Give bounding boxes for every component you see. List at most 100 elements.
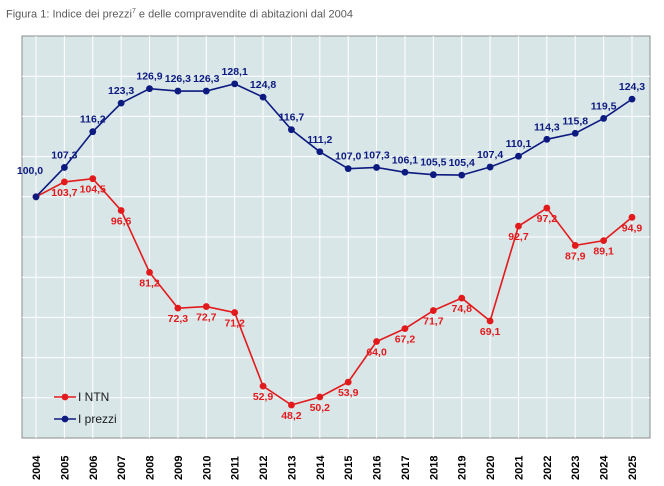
- data-point-i-prezzi: [429, 171, 437, 179]
- data-label-i-prezzi: 116,2: [80, 114, 106, 126]
- data-point-i-prezzi: [458, 171, 466, 179]
- x-tick-label: 2022: [542, 456, 554, 480]
- data-point-i-prezzi: [231, 80, 239, 88]
- data-label-i-ntn: 48,2: [281, 410, 302, 422]
- x-tick-label: 2008: [145, 456, 157, 480]
- data-point-i-ntn: [543, 204, 551, 212]
- x-tick-label: 2019: [457, 456, 469, 480]
- data-label-i-ntn: 52,9: [253, 391, 274, 403]
- x-tick-label: 2004: [31, 455, 43, 480]
- data-label-i-ntn: 69,1: [480, 326, 501, 338]
- data-label-i-ntn: 64,0: [366, 347, 387, 359]
- data-label-i-prezzi: 110,1: [506, 138, 532, 150]
- data-point-i-ntn: [60, 178, 68, 186]
- data-point-i-ntn: [117, 207, 125, 214]
- data-point-i-ntn: [486, 317, 494, 325]
- data-point-i-ntn: [259, 382, 267, 390]
- x-tick-label: 2023: [570, 456, 582, 480]
- data-label-i-ntn: 81,2: [139, 277, 160, 289]
- x-tick-label: 2021: [513, 456, 525, 480]
- data-label-i-ntn: 87,9: [565, 250, 586, 262]
- x-tick-label: 2017: [400, 456, 412, 480]
- caption-text: Figura 1: Indice dei prezzi: [6, 8, 132, 21]
- data-point-i-ntn: [89, 175, 97, 183]
- data-label-i-ntn: 89,1: [593, 246, 614, 258]
- data-point-i-prezzi: [202, 87, 210, 95]
- x-tick-label: 2016: [372, 456, 384, 480]
- figure-caption: Figura 1: Indice dei prezzi7 e delle com…: [6, 8, 353, 21]
- x-tick-label: 2020: [485, 456, 497, 480]
- data-point-i-ntn: [458, 294, 466, 302]
- data-label-i-ntn: 50,2: [310, 402, 331, 414]
- data-label-i-ntn: 94,9: [622, 222, 643, 234]
- data-label-i-prezzi: 115,8: [562, 115, 588, 127]
- x-tick-label: 2025: [627, 456, 639, 480]
- data-label-i-prezzi: 124,8: [250, 79, 276, 91]
- x-tick-label: 2015: [343, 456, 355, 480]
- data-label-i-ntn: 96,6: [111, 215, 132, 227]
- data-point-i-ntn: [515, 222, 522, 230]
- x-tick-label: 2018: [428, 456, 440, 480]
- x-tick-label: 2005: [59, 456, 71, 480]
- data-label-i-prezzi: 114,3: [534, 121, 560, 133]
- data-label-i-prezzi: 105,5: [420, 157, 446, 169]
- data-point-i-prezzi: [259, 93, 267, 101]
- x-tick-label: 2010: [201, 456, 213, 480]
- x-tick-label: 2006: [88, 456, 100, 480]
- data-label-i-ntn: 104,5: [80, 184, 106, 196]
- data-label-i-ntn: 103,7: [51, 187, 77, 199]
- data-point-i-prezzi: [32, 193, 40, 201]
- data-point-i-prezzi: [600, 115, 608, 122]
- x-tick-label: 2007: [116, 456, 128, 480]
- data-label-i-ntn: 53,9: [338, 387, 359, 399]
- caption-text-end: e delle compravendite di abitazioni dal …: [135, 8, 353, 21]
- data-point-i-prezzi: [515, 152, 522, 160]
- data-label-i-prezzi: 105,4: [449, 157, 475, 169]
- data-point-i-ntn: [231, 309, 239, 316]
- data-label-i-ntn: 71,7: [423, 316, 444, 328]
- x-tick-label: 2014: [315, 455, 327, 480]
- data-point-i-ntn: [174, 304, 182, 312]
- data-point-i-prezzi: [571, 129, 579, 137]
- data-point-i-prezzi: [89, 128, 97, 136]
- data-label-i-ntn: 71,2: [224, 318, 245, 330]
- data-label-i-prezzi: 111,2: [307, 134, 332, 146]
- data-label-i-prezzi: 126,3: [193, 73, 219, 85]
- data-point-i-prezzi: [344, 165, 352, 173]
- legend: I NTN I prezzi: [54, 390, 117, 426]
- data-point-i-ntn: [600, 237, 608, 245]
- data-point-i-prezzi: [146, 85, 153, 93]
- x-tick-label: 2009: [173, 456, 185, 480]
- data-point-i-ntn: [288, 401, 295, 409]
- data-label-i-prezzi: 126,9: [136, 71, 162, 83]
- data-point-i-prezzi: [174, 87, 182, 95]
- legend-label-i-ntn: I NTN: [78, 390, 109, 404]
- data-point-i-prezzi: [543, 135, 551, 143]
- data-label-i-ntn: 92,7: [508, 231, 529, 243]
- data-point-i-ntn: [202, 303, 210, 310]
- data-point-i-ntn: [401, 325, 409, 333]
- data-point-i-prezzi: [486, 163, 494, 171]
- data-label-i-prezzi: 100,0: [17, 165, 43, 177]
- data-point-i-prezzi: [288, 126, 295, 134]
- data-label-i-prezzi: 119,5: [591, 100, 617, 112]
- data-label-i-ntn: 97,2: [537, 213, 558, 225]
- data-point-i-ntn: [373, 338, 380, 345]
- data-point-i-prezzi: [628, 95, 636, 103]
- x-tick-label: 2011: [230, 456, 242, 480]
- data-point-i-ntn: [146, 268, 153, 276]
- data-label-i-prezzi: 107,3: [51, 149, 77, 161]
- data-point-i-prezzi: [401, 168, 409, 176]
- data-label-i-prezzi: 106,1: [392, 154, 418, 166]
- data-point-i-ntn: [429, 307, 437, 314]
- caption-superscript: 7: [131, 8, 136, 15]
- data-point-i-ntn: [628, 213, 636, 221]
- legend-marker-i-ntn: [61, 393, 69, 401]
- data-label-i-ntn: 72,7: [196, 312, 217, 324]
- data-point-i-prezzi: [60, 164, 68, 171]
- data-label-i-prezzi: 116,7: [279, 112, 305, 124]
- data-label-i-prezzi: 107,3: [363, 149, 389, 161]
- data-point-i-prezzi: [117, 99, 125, 107]
- data-point-i-ntn: [571, 242, 579, 249]
